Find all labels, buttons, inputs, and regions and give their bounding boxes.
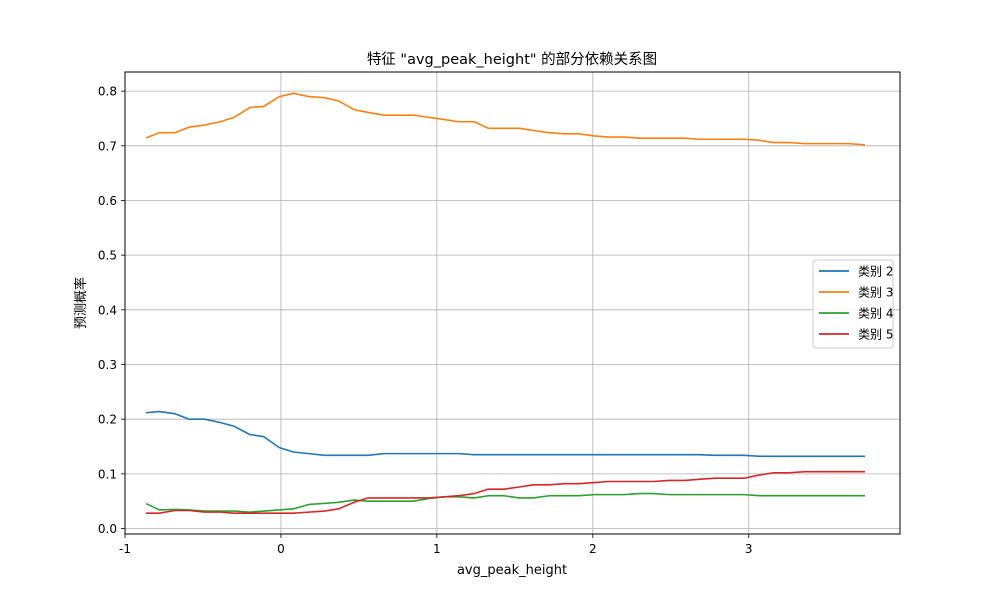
- y-tick-label: 0.0: [98, 522, 117, 536]
- x-tick-label: 1: [433, 542, 441, 556]
- grid-lines: [124, 72, 900, 534]
- legend-label-4: 类别 5: [858, 328, 893, 342]
- x-tick-label: -1: [119, 542, 131, 556]
- plot-area-frame: [124, 71, 901, 535]
- y-tick-label: 0.6: [98, 194, 117, 208]
- legend-label-3: 类别 4: [858, 307, 893, 321]
- legend-box: [812, 259, 894, 349]
- x-tick-label: 3: [745, 542, 753, 556]
- y-tick-label: 0.4: [98, 303, 117, 317]
- x-tick-label: 0: [277, 542, 285, 556]
- y-tick-label: 0.7: [98, 139, 117, 153]
- series-line-1: [145, 410, 865, 458]
- y-tick-label: 0.2: [98, 413, 117, 427]
- y-tick-label: 0.1: [98, 467, 117, 481]
- series-lines: [145, 92, 865, 515]
- y-tick-label: 0.5: [98, 249, 117, 263]
- chart-title: 特征 "avg_peak_height" 的部分依赖关系图: [367, 51, 657, 68]
- legend-label-2: 类别 3: [858, 286, 893, 300]
- legend: 类别 2 类别 3 类别 4 类别 5: [812, 259, 894, 349]
- axis-ticks: -1 0 1 2 3 0.0 0.1 0.2 0.3 0.4 0.5 0.6 0.7 0.8: [98, 85, 753, 556]
- x-axis-label: avg_peak_height: [457, 563, 567, 578]
- series-line-4: [146, 470, 865, 515]
- series-line-2: [145, 92, 865, 146]
- legend-label-1: 类别 2: [858, 265, 893, 279]
- y-tick-label: 0.3: [98, 358, 117, 372]
- y-tick-label: 0.8: [98, 85, 117, 99]
- x-tick-label: 2: [589, 542, 597, 556]
- series-line-3: [145, 492, 865, 513]
- y-axis-label: 预测概率: [73, 277, 89, 329]
